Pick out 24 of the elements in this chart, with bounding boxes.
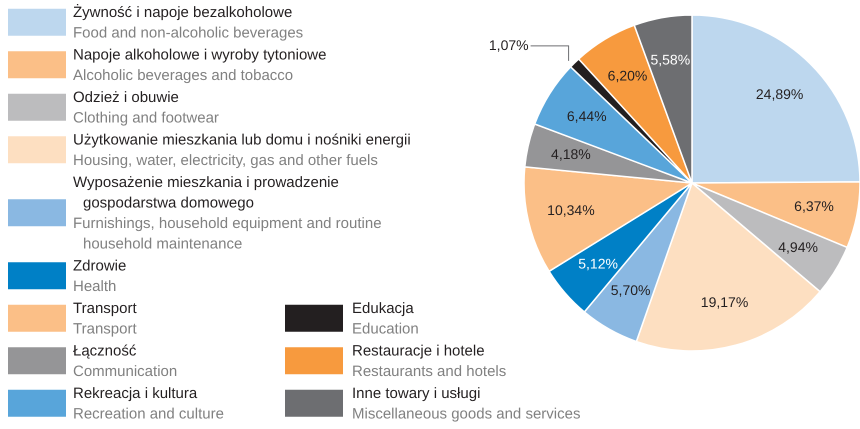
- data-label: 6,37%: [794, 198, 834, 214]
- data-label: 19,17%: [700, 294, 748, 310]
- data-label: 5,70%: [610, 282, 650, 298]
- legend-label: Użytkowanie mieszkania lub domu i nośniki energii Housing, water, electricity, gas and other fuels: [73, 132, 411, 169]
- legend-label: Łączność Communication: [73, 342, 178, 380]
- data-label: 6,20%: [608, 68, 648, 84]
- data-label: 4,94%: [778, 238, 818, 255]
- legend-label: Restauracje i hotele Restaurants and hotels: [352, 342, 506, 380]
- data-label: 10,34%: [547, 202, 595, 218]
- data-label: 24,89%: [756, 86, 804, 102]
- data-label: 1,07%: [488, 36, 529, 53]
- data-label: 5,58%: [650, 52, 690, 68]
- data-label: 6,44%: [566, 108, 607, 124]
- legend-label: Wyposażenie mieszkania i prowadzenie gospodarstwa domowego Furnishings, household equipment and routine household maintenance: [73, 174, 382, 252]
- legend-label: Inne towary i usługi Miscellaneous goods and services: [352, 385, 580, 422]
- legend-label: Rekreacja i kultura Recreation and culture: [73, 385, 224, 422]
- legend-label: Odzież i obuwie Clothing and footwear: [73, 89, 219, 126]
- data-label: 4,18%: [551, 146, 591, 162]
- data-label: 5,12%: [578, 255, 618, 272]
- legend-label: Transport Transport: [73, 300, 138, 338]
- legend-label: Żywność i napoje bezalkoholowe Food and non-alcoholic beverages: [73, 3, 304, 42]
- legend-label: Zdrowie Health: [73, 258, 126, 295]
- legend-label: Napoje alkoholowe i wyroby tytoniowe Alcoholic beverages and tobacco: [73, 46, 326, 84]
- legend-label: Edukacja Education: [352, 300, 419, 338]
